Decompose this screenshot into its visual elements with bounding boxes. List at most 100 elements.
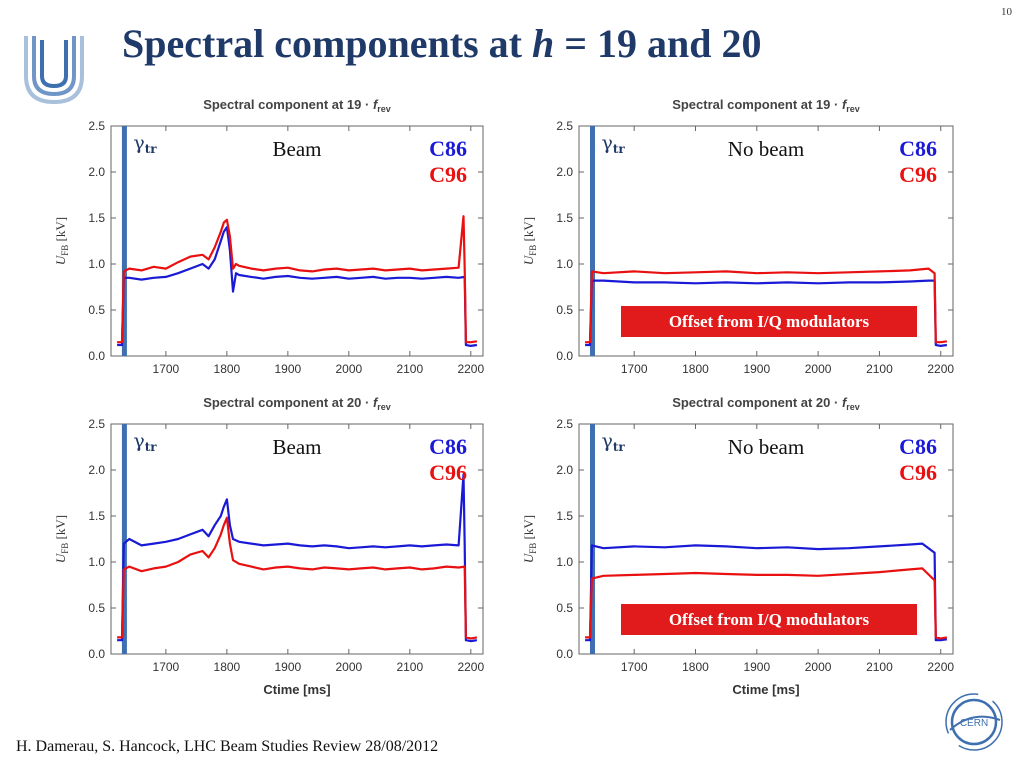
- x-tick-label: 1700: [153, 660, 180, 674]
- annotation-text: No beam: [728, 435, 804, 459]
- y-label-u: U: [521, 552, 536, 563]
- y-tick-label: 0.5: [88, 303, 105, 317]
- y-tick-label: 0.0: [556, 647, 573, 661]
- plot-title-sub: rev: [846, 104, 860, 114]
- y-tick-label: 1.5: [556, 509, 573, 523]
- university-logo: [24, 36, 84, 105]
- y-tick-label: 2.5: [88, 417, 105, 431]
- series-line-c96: [117, 516, 478, 640]
- offset-note-text: Offset from I/Q modulators: [669, 610, 870, 629]
- title-variable: h: [531, 21, 555, 66]
- x-tick-label: 1800: [682, 362, 709, 376]
- y-axis-label: UFB [kV]: [53, 515, 70, 563]
- y-tick-label: 2.0: [556, 165, 573, 179]
- x-tick-label: 2200: [927, 362, 954, 376]
- x-tick-label: 1800: [214, 362, 241, 376]
- y-label-unit: [kV]: [521, 217, 536, 245]
- y-tick-label: 0.5: [88, 601, 105, 615]
- y-tick-label: 1.5: [556, 211, 573, 225]
- cern-logo-text: CERN: [960, 718, 988, 729]
- series-line-c96: [585, 567, 948, 640]
- x-tick-label: 2000: [335, 660, 362, 674]
- cern-logo-icon: CERN: [945, 693, 1003, 751]
- series-line-c86: [117, 226, 478, 347]
- annotation-text: No beam: [728, 137, 804, 161]
- y-axis-label: UFB [kV]: [521, 515, 538, 563]
- x-tick-label: 2200: [927, 660, 954, 674]
- gamma-symbol: γ: [601, 430, 612, 452]
- chart-3: Spectral component at 20 · frev 0.0 0.5 1.0…: [53, 395, 484, 697]
- chart-4: Spectral component at 20 · frev 0.0 0.5 1.0…: [521, 395, 954, 697]
- x-tick-label: 1800: [682, 660, 709, 674]
- chart-1: Spectral component at 19 · frev 0.0 0.5 1.0…: [53, 97, 484, 376]
- chart-2: Spectral component at 19 · frev 0.0 0.5 1.0…: [521, 97, 954, 376]
- y-tick-label: 0.5: [556, 601, 573, 615]
- y-label-u: U: [53, 254, 68, 265]
- y-label-sub: FB: [60, 245, 70, 256]
- y-label-unit: [kV]: [521, 515, 536, 543]
- legend-c86: C86: [429, 136, 467, 161]
- y-label-unit: [kV]: [53, 217, 68, 245]
- x-tick-label: 1700: [621, 660, 648, 674]
- legend-c86: C86: [899, 434, 937, 459]
- plot-title-text: Spectral component at 20 ·: [203, 395, 373, 410]
- y-label-sub: FB: [528, 245, 538, 256]
- y-axis-label: UFB [kV]: [521, 217, 538, 265]
- x-tick-label: 2000: [805, 362, 832, 376]
- y-tick-label: 2.5: [88, 119, 105, 133]
- x-tick-label: 2000: [335, 362, 362, 376]
- y-axis-label: UFB [kV]: [53, 217, 70, 265]
- gamma-sub: tr: [145, 142, 158, 156]
- x-tick-label: 1700: [621, 362, 648, 376]
- y-tick-label: 2.0: [88, 463, 105, 477]
- x-axis-label: Ctime [ms]: [263, 682, 330, 697]
- legend-c86: C86: [429, 434, 467, 459]
- legend-c96: C96: [429, 460, 467, 485]
- y-tick-label: 0.5: [556, 303, 573, 317]
- legend-c96: C96: [899, 162, 937, 187]
- x-tick-label: 1900: [275, 660, 302, 674]
- y-tick-label: 1.5: [88, 509, 105, 523]
- y-tick-label: 0.0: [88, 349, 105, 363]
- y-label-unit: [kV]: [53, 515, 68, 543]
- y-label-sub: FB: [60, 543, 70, 554]
- x-tick-label: 2100: [396, 660, 423, 674]
- y-tick-label: 2.0: [88, 165, 105, 179]
- series-line-c86: [117, 473, 478, 643]
- y-label-sub: FB: [528, 543, 538, 554]
- gamma-sub: tr: [613, 142, 626, 156]
- plot-title-f: f: [373, 97, 379, 112]
- x-tick-label: 1900: [743, 660, 770, 674]
- gamma-symbol: γ: [133, 430, 144, 452]
- y-label-u: U: [53, 552, 68, 563]
- plot-title-sub: rev: [377, 104, 391, 114]
- y-label-u: U: [521, 254, 536, 265]
- x-tick-label: 1900: [275, 362, 302, 376]
- plot-title-f: f: [373, 395, 379, 410]
- plot-title: Spectral component at 20 · frev: [672, 395, 860, 412]
- plot-frame: [110, 423, 484, 655]
- plot-title-f: f: [842, 395, 848, 410]
- offset-note-box: [621, 306, 917, 337]
- plot-title-text: Spectral component at 20 ·: [672, 395, 842, 410]
- plot-title: Spectral component at 19 · frev: [672, 97, 860, 114]
- plot-frame: [578, 125, 954, 357]
- y-tick-label: 1.0: [88, 257, 105, 271]
- plot-frame: [110, 125, 484, 357]
- y-tick-label: 1.0: [556, 555, 573, 569]
- x-tick-label: 2100: [396, 362, 423, 376]
- y-tick-label: 0.0: [556, 349, 573, 363]
- y-tick-label: 2.0: [556, 463, 573, 477]
- annotation-text: Beam: [273, 137, 322, 161]
- gamma-symbol: γ: [601, 132, 612, 154]
- title-suffix: = 19 and 20: [554, 21, 762, 66]
- y-tick-label: 1.0: [556, 257, 573, 271]
- plot-title-sub: rev: [377, 402, 391, 412]
- x-tick-label: 1800: [214, 660, 241, 674]
- plot-title-sub: rev: [846, 402, 860, 412]
- legend-c96: C96: [899, 460, 937, 485]
- gamma-tr-label: γtr: [601, 430, 625, 454]
- y-tick-label: 0.0: [88, 647, 105, 661]
- legend-c96: C96: [429, 162, 467, 187]
